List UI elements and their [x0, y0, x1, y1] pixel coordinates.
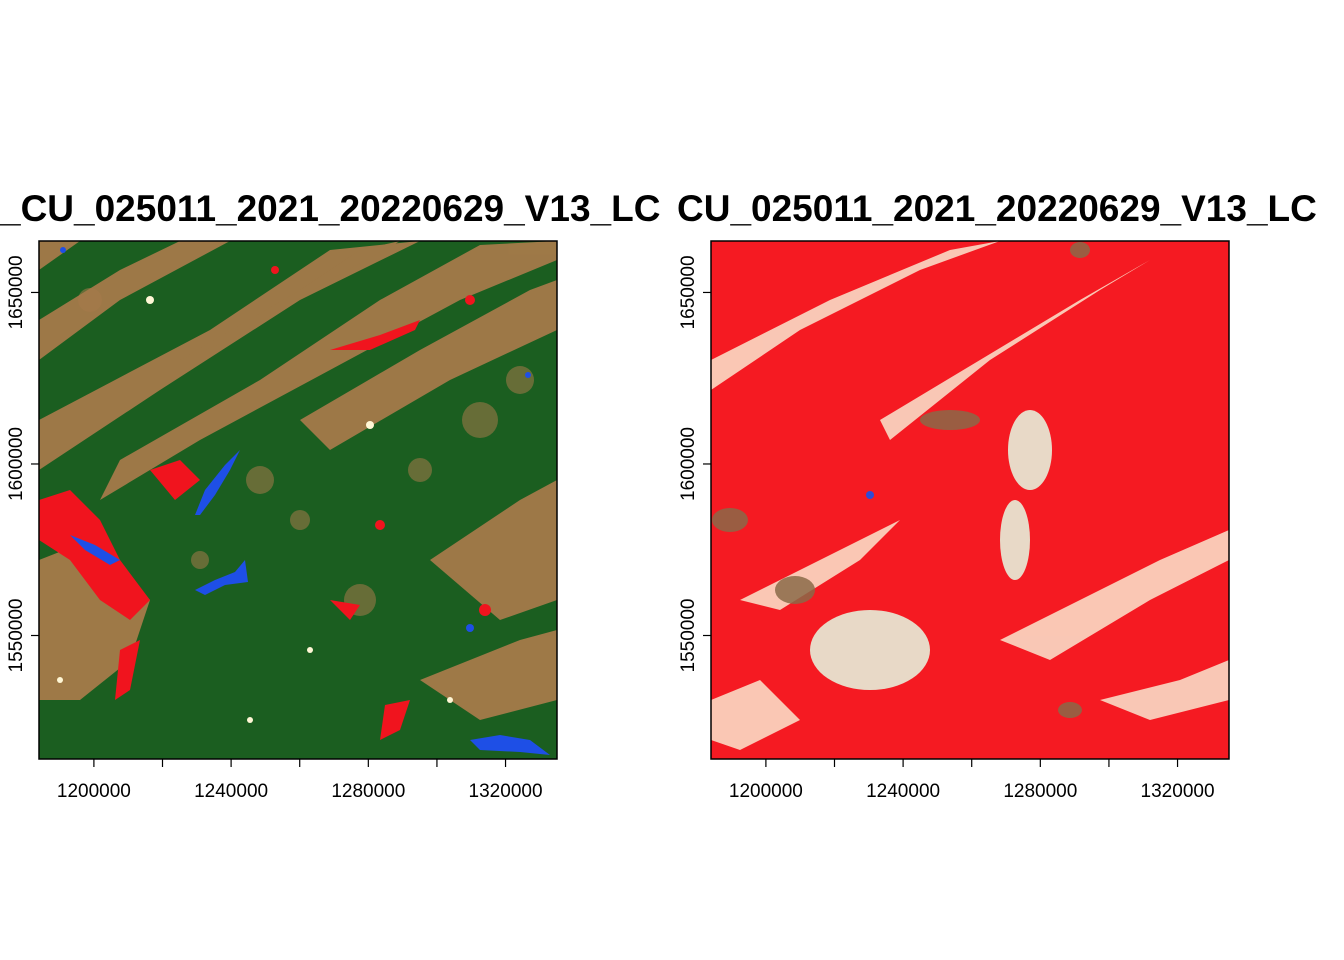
- y-tick-label: 1550000: [678, 599, 699, 673]
- y-tick-label: 1600000: [6, 427, 27, 501]
- x-tick-label: 1320000: [1141, 781, 1215, 802]
- raster-right: [711, 241, 1229, 759]
- y-tick-label: 1650000: [678, 255, 699, 329]
- x-tick-label: 1280000: [331, 781, 405, 802]
- x-tick-label: 1240000: [194, 781, 268, 802]
- x-tick-label: 1240000: [866, 781, 940, 802]
- map-panel-left: _CU_025011_2021_20220629_V13_LC 1200000 1…: [0, 188, 660, 802]
- x-tick-label: 1200000: [729, 781, 803, 802]
- axes-left: 1200000 1240000 1280000 1320000 1550000 16000…: [6, 255, 543, 802]
- plot-title-right: CU_025011_2021_20220629_V13_LC: [677, 188, 1317, 229]
- plot-frame-right: [710, 240, 1230, 760]
- raster-left: [39, 241, 557, 759]
- x-tick-label: 1280000: [1003, 781, 1077, 802]
- axes-right: 1200000 1240000 1280000 1320000 1550000 16000…: [678, 255, 1215, 802]
- plot-frame-left: [38, 240, 558, 760]
- y-tick-label: 1600000: [678, 427, 699, 501]
- x-tick-label: 1320000: [469, 781, 543, 802]
- y-tick-label: 1550000: [6, 599, 27, 673]
- plot-title-left: _CU_025011_2021_20220629_V13_LC: [0, 188, 660, 229]
- map-panel-right: CU_025011_2021_20220629_V13_LC 1200000 12…: [677, 188, 1317, 802]
- y-tick-label: 1650000: [6, 255, 27, 329]
- x-tick-label: 1200000: [57, 781, 131, 802]
